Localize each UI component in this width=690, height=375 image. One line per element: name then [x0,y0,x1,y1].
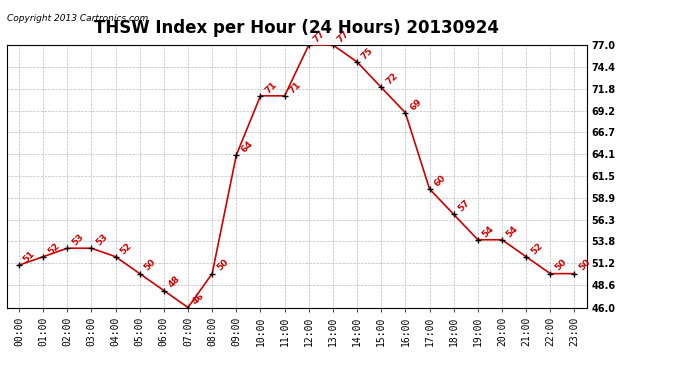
Text: 53: 53 [70,232,86,248]
Text: 69: 69 [408,97,424,112]
Text: 72: 72 [384,71,400,87]
Text: 52: 52 [46,241,61,256]
Text: 51: 51 [22,249,37,264]
Text: 57: 57 [457,198,472,214]
Text: 46: 46 [191,291,206,307]
Text: 50: 50 [578,258,592,273]
Text: 75: 75 [360,46,375,61]
Text: 50: 50 [553,258,568,273]
Text: 71: 71 [288,80,303,95]
Text: 52: 52 [119,241,134,256]
Text: 71: 71 [264,80,279,95]
Text: 48: 48 [167,274,182,290]
Text: 77: 77 [312,29,327,44]
Text: THSW  (°F): THSW (°F) [607,2,667,12]
Text: 60: 60 [433,173,447,188]
Text: 54: 54 [481,224,496,239]
Text: 53: 53 [95,232,110,248]
Text: 50: 50 [143,258,157,273]
Text: 52: 52 [529,241,544,256]
Text: 54: 54 [505,224,520,239]
Text: 77: 77 [336,29,351,44]
Text: 50: 50 [215,258,230,273]
Text: THSW Index per Hour (24 Hours) 20130924: THSW Index per Hour (24 Hours) 20130924 [95,19,499,37]
Text: Copyright 2013 Cartronics.com: Copyright 2013 Cartronics.com [7,13,148,22]
Text: 64: 64 [239,139,255,154]
